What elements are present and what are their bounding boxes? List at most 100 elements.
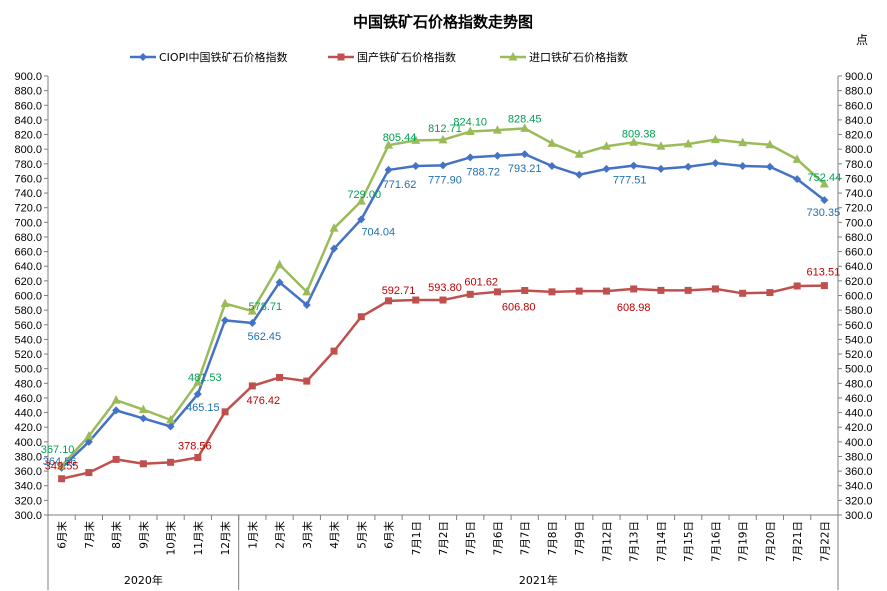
y-tick-label: 660.0 [845,247,873,259]
y-tick-label: 760.0 [14,173,42,185]
year-label: 2020年 [124,573,163,587]
x-tick-label: 7月1日 [411,521,423,555]
y-tick-label: 720.0 [14,203,42,215]
y-tick-label: 780.0 [14,159,42,171]
data-point [411,161,420,170]
data-point [220,298,230,308]
y-tick-label: 380.0 [14,451,42,463]
y-tick-label: 480.0 [845,378,873,390]
data-point [139,414,148,423]
y-tick-label: 460.0 [14,393,42,405]
data-label: 578.71 [248,301,282,313]
data-point [466,153,475,162]
y-tick-label: 560.0 [14,320,42,332]
y-tick-label: 420.0 [14,422,42,434]
data-point [547,138,557,147]
data-labels-0: 364.56 465.15 562.45 704.04 771.62 777.90 788.… [43,163,840,468]
data-label: 613.51 [807,267,841,279]
x-tick-label: 7月6日 [492,521,504,555]
data-point [711,159,720,168]
data-point [58,475,66,483]
plot-area: 364.56 465.15 562.45 704.04 771.62 777.90 788.… [41,113,841,483]
data-point [710,134,720,144]
y-tick-label: 800.0 [14,144,42,156]
x-tick-label: 7月末 [83,521,96,549]
data-point [520,150,529,159]
y-tick-label: 340.0 [845,481,873,493]
data-point [276,373,284,381]
data-point [138,404,148,414]
data-point [193,377,203,386]
y-tick-label: 360.0 [845,466,873,478]
y-tick-label: 820.0 [14,130,42,142]
x-tick-label: 12月末 [219,521,232,556]
data-point [139,460,147,468]
data-label: 601.62 [464,276,498,288]
x-tick-label: 11月末 [192,521,205,556]
data-point [465,126,475,136]
data-point [166,414,176,424]
data-point [167,458,175,466]
series-2 [57,123,829,470]
data-point [302,286,312,296]
x-tick-label: 7月7日 [520,521,532,555]
data-point [385,297,393,305]
x-tick-label: 1月末 [246,521,259,549]
y-tick-label: 880.0 [845,86,873,98]
data-point [765,139,775,149]
data-label: 378.56 [178,441,212,453]
y-tick-label: 400.0 [14,437,42,449]
data-point [684,286,692,294]
data-label: 704.04 [361,226,395,238]
y-tick-label: 640.0 [845,261,873,273]
data-point [330,244,339,253]
y-tick-label: 340.0 [14,481,42,493]
data-point [194,454,202,462]
data-labels-1: 349.55 378.56 476.42 592.71 593.80 601.62 606.… [45,267,840,473]
series-line [60,152,826,469]
data-point [765,162,774,171]
year-label: 2021年 [519,573,558,587]
x-tick-label: 7月5日 [465,521,477,555]
y-tick-label: 500.0 [845,364,873,376]
data-point [248,382,256,390]
unit-label: 点 [856,33,868,47]
data-point [547,161,556,170]
data-point [684,162,693,171]
y-tick-label: 380.0 [845,451,873,463]
y-tick-label: 300.0 [14,510,42,522]
y-tick-label: 600.0 [14,291,42,303]
data-point [820,282,828,290]
data-point [793,282,801,290]
y-tick-label: 800.0 [845,144,873,156]
y-tick-label: 700.0 [14,217,42,229]
axes: 300.0 300.0 320.0 320.0 340.0 340.0 360.0 360.0… [14,71,873,590]
data-label: 606.80 [502,302,536,314]
series-1 [58,282,828,483]
legend-item: CIOPI中国铁矿石价格指数 [130,50,287,64]
x-tick-label: 2月末 [274,521,287,549]
data-point [656,141,666,150]
y-tick-label: 620.0 [845,276,873,288]
data-label: 349.55 [45,461,79,473]
y-tick-label: 560.0 [845,320,873,332]
x-tick-label: 7月21日 [792,521,804,562]
data-point [819,178,829,188]
y-tick-label: 640.0 [14,261,42,273]
y-tick-label: 680.0 [845,232,873,244]
data-point [575,170,584,179]
data-point [601,141,611,150]
y-tick-label: 440.0 [14,408,42,420]
y-tick-label: 860.0 [14,100,42,112]
data-label: 777.51 [613,175,647,187]
x-tick-label: 5月末 [355,521,368,549]
data-point [739,289,747,297]
data-label: 476.42 [246,395,280,407]
y-tick-label: 820.0 [845,130,873,142]
y-tick-label: 680.0 [14,232,42,244]
data-point [602,287,610,295]
x-tick-label: 7月2日 [438,521,450,555]
legend-label: 国产铁矿石价格指数 [357,50,456,64]
y-tick-label: 840.0 [845,115,873,127]
x-tick-label: 7月14日 [656,521,668,562]
